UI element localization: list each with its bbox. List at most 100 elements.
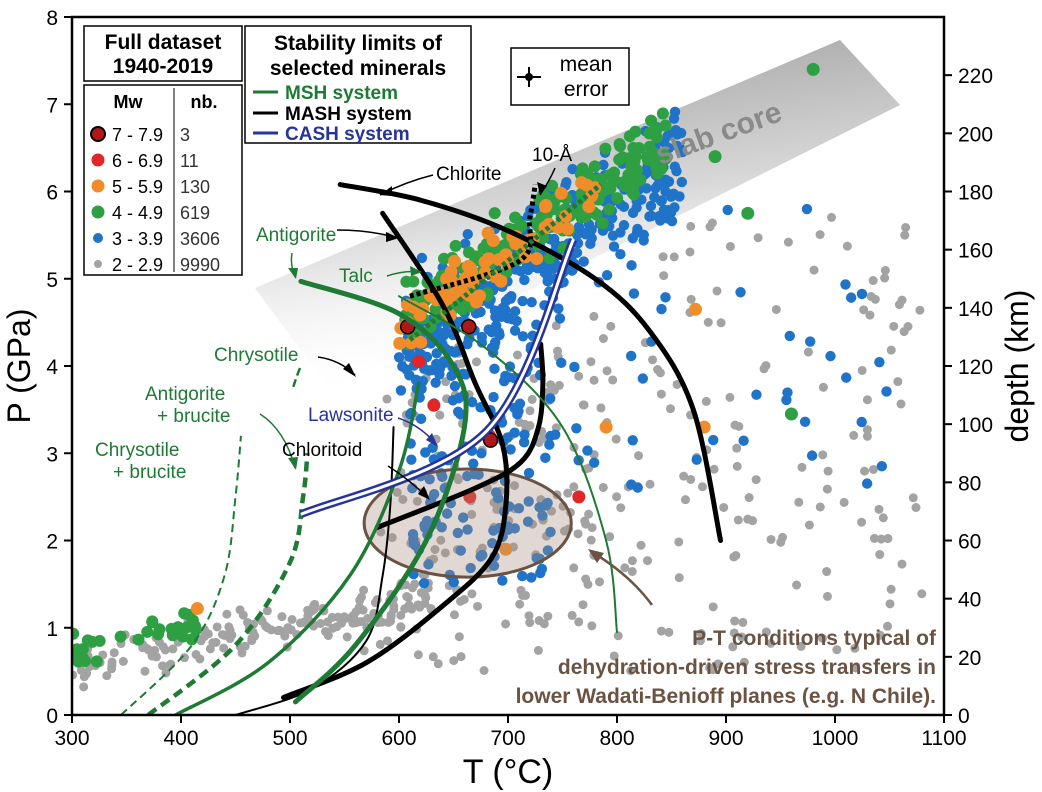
data-point [505,444,516,455]
data-point [626,666,636,676]
data-point [915,305,925,315]
data-point [849,430,859,440]
data-point [686,474,696,484]
data-point [611,192,624,205]
data-point [880,265,890,275]
data-point [616,503,626,513]
data-point [544,439,555,450]
data-point [615,249,626,260]
data-point [375,639,385,649]
legend-nb: 3606 [180,229,220,249]
data-point [822,567,832,577]
y-tick-label: 7 [46,94,58,117]
data-point [771,304,781,314]
data-point [627,567,637,577]
data-point [586,357,596,367]
data-point [430,545,440,555]
data-point [613,631,623,641]
data-point [219,630,229,640]
data-point [512,409,523,420]
x-tick-label: 300 [54,727,89,750]
data-point [393,336,407,350]
data-point [539,200,553,214]
data-point [799,416,811,427]
data-point [598,482,608,492]
data-point [436,535,446,545]
data-point [428,488,440,500]
y2-axis-label: depth (km) [999,290,1035,443]
data-point [539,619,549,629]
data-point [327,612,337,622]
y2-tick-label: 80 [958,472,981,495]
data-point [697,482,707,492]
data-point [725,392,735,402]
stability-title-line1: Stability limits of [274,32,443,55]
data-point [511,315,522,327]
data-point [576,162,589,175]
data-point [172,621,185,634]
data-point [883,621,893,631]
data-point [423,559,434,570]
data-point [818,382,828,392]
data-point [862,425,872,435]
data-point [708,665,718,675]
data-point [295,618,305,628]
data-point [850,643,860,653]
legend-mw: 6 - 6.9 [112,151,163,171]
data-point [358,605,368,615]
data-point [608,241,620,252]
legend-mw: 4 - 4.9 [112,203,163,223]
data-point [598,334,608,344]
data-point [794,497,804,507]
data-point [809,265,819,275]
data-point [550,429,561,440]
data-point [453,475,463,485]
legend-mw: 5 - 5.9 [112,177,163,197]
data-point [815,502,825,512]
data-point [856,288,868,300]
data-point [382,394,392,404]
data-point [546,179,559,192]
data-point [79,682,89,692]
data-point [435,410,445,420]
label-chlorite: Chlorite [436,164,501,185]
data-point [554,186,568,200]
legend-marker [93,233,103,243]
data-point [738,435,749,446]
data-point [554,313,566,324]
data-point [518,437,530,448]
data-point [540,500,552,511]
y2-tick-label: 120 [958,356,993,379]
data-point [408,533,419,544]
data-point [759,364,769,374]
data-point [815,230,825,240]
data-point [825,350,836,362]
data-point [573,529,583,539]
data-point [911,503,921,513]
data-point [540,452,551,464]
data-point [308,603,318,613]
data-point [744,493,754,503]
y-axis-ticks: 0 1 2 3 4 5 6 7 8 [46,7,72,728]
data-point [497,575,508,586]
data-point [569,482,579,492]
data-point [351,607,361,617]
data-point [796,641,806,651]
data-point [475,306,486,318]
data-point [462,229,473,240]
data-point [631,227,643,238]
data-point [649,191,660,203]
data-point [90,655,103,668]
data-point [713,659,723,669]
curve-10- [409,184,538,299]
data-point [741,206,755,220]
mean-error-line1: mean [560,53,613,76]
data-point [509,306,521,317]
legend-msh-label: MSH system [285,83,398,104]
data-point [404,602,414,612]
data-point [462,246,475,259]
data-point [489,363,500,375]
data-point [818,450,828,460]
data-point [561,222,575,236]
data-point [728,642,738,652]
